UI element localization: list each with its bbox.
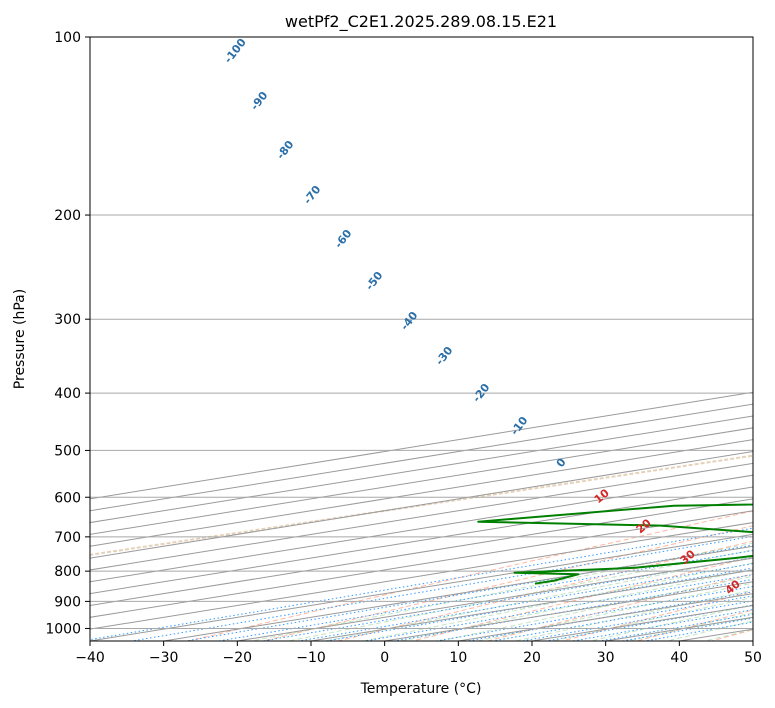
dry-adiabat-label: -90 [248,89,271,113]
isotherm-line [90,510,753,618]
x-tick-label: 50 [744,650,762,666]
y-tick-label: 800 [54,564,81,580]
dry-adiabat-label: -10 [508,414,531,438]
x-tick-label: 40 [670,650,688,666]
isotherm-line [752,640,753,641]
isotherm-line [90,486,753,595]
isotherm-line [90,474,753,583]
moist-adiabat-label: 40 [723,577,743,597]
y-tick-label: 400 [54,386,81,402]
mixing-ratio-line [182,544,753,641]
dry-adiabat-label: -80 [274,138,297,162]
plot-axes: −40 −30 −20 −10 0 10 20 30 40 50 100 200 300 400 500 60… [45,30,762,666]
dry-adiabat-label: -50 [363,269,386,293]
dry-adiabat-label: -100 [222,36,249,66]
plot-labels: 0.10.20.40.611.52346810131620253036-100-… [222,36,743,597]
dry-adiabat-line [485,573,753,641]
dry-adiabat-reference-line [90,454,753,556]
isotherm-line [163,545,753,641]
x-axis-label: Temperature (°C) [360,681,482,697]
y-tick-label: 1000 [45,621,81,637]
isotherm-line [90,439,753,547]
isotherm-line [90,522,753,630]
mixing-ratio-line [362,574,753,641]
mixing-ratio-line [489,595,753,641]
isotherm-line [310,569,753,641]
dry-adiabat-line [261,525,753,641]
y-tick-label: 500 [54,443,81,459]
isotherm-line [90,498,753,606]
mixing-ratio-line [543,604,753,641]
dry-adiabat-line [410,556,753,641]
x-tick-label: −40 [75,650,105,666]
plot-frame [89,36,754,642]
x-tick-label: 20 [523,650,541,666]
moist-adiabat-line [437,575,753,641]
y-tick-label: 600 [54,490,81,506]
moist-adiabat-line [249,542,753,641]
mixing-ratio-line [215,549,753,641]
y-tick-label: 900 [54,594,81,610]
x-tick-label: −10 [296,650,326,666]
isotherm-line [90,450,753,559]
chart-title: wetPf2_C2E1.2025.289.08.15.E21 [285,12,557,32]
y-tick-label: 300 [54,312,81,328]
plot-grid [90,37,753,641]
x-tick-label: −20 [223,650,253,666]
moist-adiabat-line [286,549,753,641]
mixing-ratio-line [128,535,753,641]
isotherm-line [90,533,753,641]
x-tick-label: 10 [449,650,467,666]
dewpoint-line [477,503,753,585]
plot-series [477,503,753,585]
dry-adiabat-label: -60 [332,227,355,251]
x-tick-label: −30 [149,650,179,666]
y-axis-label: Pressure (hPa) [12,289,28,389]
y-tick-label: 100 [54,30,81,46]
dry-adiabat-label: -70 [301,183,324,207]
y-tick-label: 200 [54,208,81,224]
mixing-ratio-line [296,563,753,641]
x-tick-label: 30 [597,650,615,666]
dry-adiabat-label: -20 [470,381,493,405]
y-tick-label: 700 [54,530,81,546]
dry-adiabat-label: -30 [433,344,456,368]
mixing-ratio-line [596,613,753,641]
mixing-ratio-line [433,585,753,641]
mixing-ratio-line [90,527,753,641]
dry-adiabat-label: -40 [398,309,421,333]
moist-adiabat-label: 20 [634,516,654,536]
x-tick-label: 0 [380,650,389,666]
isotherm-line [90,462,753,571]
moist-adiabat-line [474,582,753,641]
dry-adiabat-line [336,540,753,641]
